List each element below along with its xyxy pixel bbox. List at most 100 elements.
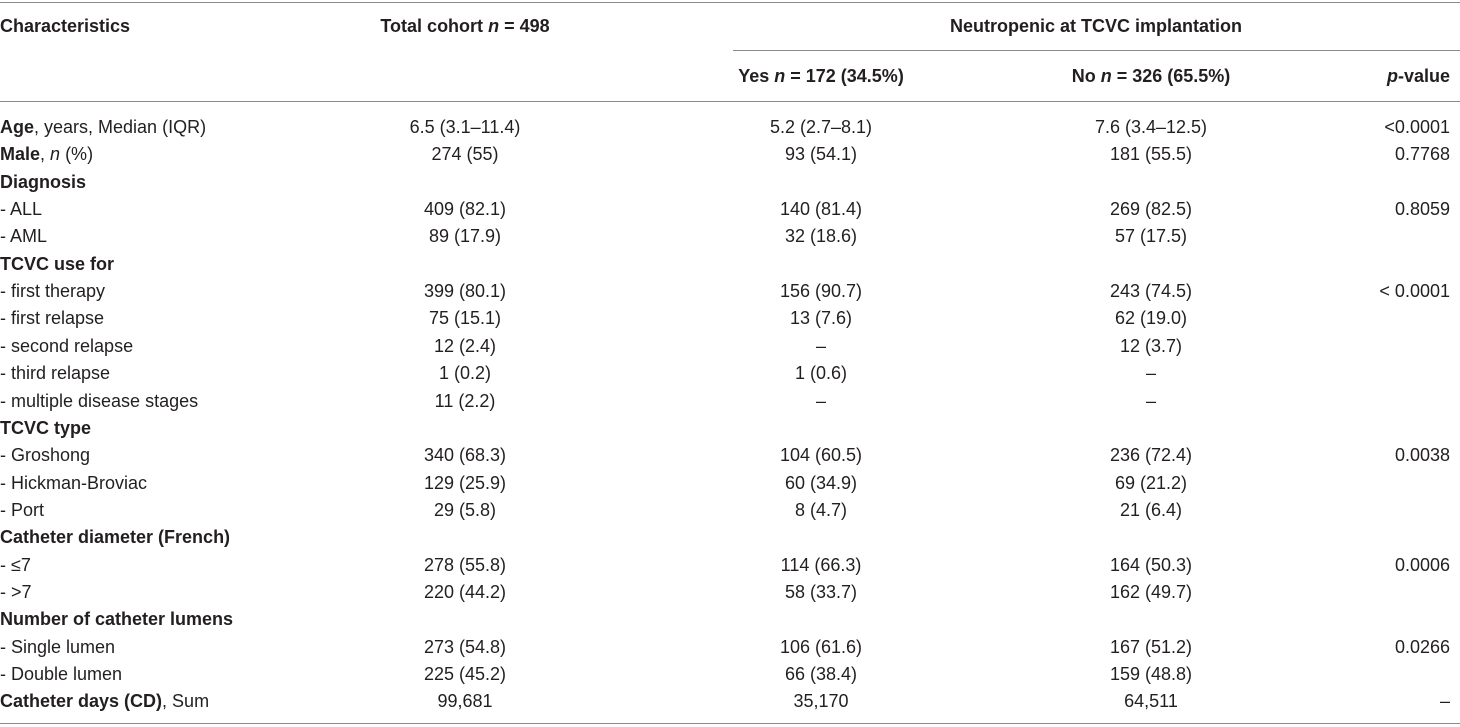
row-label: - Port bbox=[0, 499, 44, 521]
cell-yes-value: 140 (81.4) bbox=[779, 199, 863, 220]
table-bottom-rule bbox=[0, 723, 1460, 724]
header-group-text: Neutropenic at TCVC implantation bbox=[949, 16, 1243, 36]
row-label-text: - AML bbox=[0, 226, 48, 247]
row-label-text: - ≤7 bbox=[0, 554, 31, 575]
header-yes-suffix: = 172 (34.5%) bbox=[785, 66, 904, 86]
cell-p-value: <0.0001 bbox=[1384, 117, 1450, 137]
row-label: TCVC type bbox=[0, 417, 91, 439]
row-label-text: - Port bbox=[0, 499, 45, 520]
row-label-text: - second relapse bbox=[0, 335, 134, 356]
header-no-n: n bbox=[1100, 66, 1112, 86]
cell-yes-value: – bbox=[816, 335, 827, 356]
cell-total-value: 274 (55) bbox=[431, 144, 499, 165]
header-characteristics-text: Characteristics bbox=[0, 16, 131, 36]
cell-no-value: – bbox=[1146, 390, 1157, 411]
cell-no-value: 64,511 bbox=[1124, 691, 1178, 712]
cell-total-value: 11 (2.2) bbox=[434, 390, 496, 411]
header-bottom-rule bbox=[0, 101, 1460, 102]
cell-yes-value: 104 (60.5) bbox=[779, 445, 863, 466]
cell-total-value: 278 (55.8) bbox=[423, 554, 507, 575]
header-p-suffix: -value bbox=[1397, 66, 1450, 86]
row-label: - Double lumen bbox=[0, 663, 122, 685]
row-label-text: - Hickman-Broviac bbox=[0, 472, 148, 493]
row-label-text: , bbox=[40, 144, 51, 165]
row-label-text: - first therapy bbox=[0, 281, 106, 302]
cell-total-value: 273 (54.8) bbox=[423, 636, 507, 657]
row-label: - first relapse bbox=[0, 307, 104, 329]
row-label: - ≤7 bbox=[0, 554, 31, 576]
row-label: - >7 bbox=[0, 581, 32, 603]
row-label-italic: n bbox=[50, 144, 61, 165]
cell-no-value: 69 (21.2) bbox=[1114, 472, 1188, 493]
header-no-prefix: No bbox=[1071, 66, 1101, 86]
cell-no-value: 269 (82.5) bbox=[1109, 199, 1193, 220]
row-label-text: - Double lumen bbox=[0, 664, 123, 684]
row-label: Catheter days (CD), Sum bbox=[0, 690, 209, 712]
header-total-n: n bbox=[488, 16, 500, 36]
header-no-suffix: = 326 (65.5%) bbox=[1111, 66, 1231, 86]
row-label-text: - first relapse bbox=[0, 308, 105, 329]
cell-yes-value: 66 (38.4) bbox=[784, 664, 858, 684]
cell-total-value: 129 (25.9) bbox=[423, 472, 507, 493]
row-label-text: - >7 bbox=[0, 581, 32, 602]
cell-no-value: 243 (74.5) bbox=[1109, 281, 1193, 302]
cell-no-value: 21 (6.4) bbox=[1119, 499, 1183, 520]
cell-yes-value: 106 (61.6) bbox=[779, 636, 863, 657]
row-label: Diagnosis bbox=[0, 171, 86, 193]
cell-no-value: – bbox=[1146, 363, 1157, 384]
row-label-text: - third relapse bbox=[0, 363, 111, 384]
row-label: - Single lumen bbox=[0, 636, 115, 658]
cell-p-value: 0.0266 bbox=[1394, 636, 1450, 657]
row-label-text: - multiple disease stages bbox=[0, 390, 199, 411]
cell-total-value: 409 (82.1) bbox=[423, 199, 507, 220]
cell-yes-value: 93 (54.1) bbox=[784, 144, 858, 165]
row-label-bold: Age bbox=[0, 117, 35, 137]
cell-total-value: 6.5 (3.1–11.4) bbox=[409, 117, 521, 137]
cell-no-value: 12 (3.7) bbox=[1119, 335, 1183, 356]
cell-total-value: 29 (5.8) bbox=[433, 499, 497, 520]
cell-total-value: 99,681 bbox=[437, 691, 493, 712]
cell-yes-value: 58 (33.7) bbox=[784, 581, 858, 602]
header-yes-prefix: Yes bbox=[738, 66, 775, 86]
row-label: - first therapy bbox=[0, 280, 105, 302]
header-p-value: p-value bbox=[1387, 65, 1450, 87]
row-label: TCVC use for bbox=[0, 253, 114, 275]
cell-no-value: 236 (72.4) bbox=[1109, 445, 1193, 466]
cell-total-value: 340 (68.3) bbox=[423, 445, 507, 466]
header-p-italic: p bbox=[1386, 66, 1398, 86]
row-label-bold: Catheter diameter (French) bbox=[0, 527, 231, 548]
cell-total-value: 12 (2.4) bbox=[433, 335, 497, 356]
cell-no-value: 164 (50.3) bbox=[1109, 554, 1193, 575]
cell-yes-value: 114 (66.3) bbox=[780, 554, 862, 575]
row-label-bold: Male bbox=[0, 144, 41, 165]
cell-no-value: 162 (49.7) bbox=[1109, 581, 1193, 602]
cell-p: 0.7768 bbox=[1395, 143, 1450, 165]
row-label-bold: TCVC type bbox=[0, 417, 92, 438]
row-label-after: (%) bbox=[60, 144, 94, 165]
row-label: Catheter diameter (French) bbox=[0, 526, 230, 548]
cell-p-value: – bbox=[1439, 691, 1450, 712]
cell-no-value: 7.6 (3.4–12.5) bbox=[1094, 117, 1208, 137]
row-label-bold: Catheter days (CD) bbox=[0, 691, 163, 712]
table-top-rule bbox=[0, 2, 1460, 3]
cell-total-value: 89 (17.9) bbox=[428, 226, 502, 247]
cell-p-value: 0.8059 bbox=[1394, 199, 1450, 220]
cell-no-value: 167 (51.2) bbox=[1109, 636, 1193, 657]
cell-total-value: 75 (15.1) bbox=[428, 308, 502, 329]
row-label: Number of catheter lumens bbox=[0, 608, 233, 630]
header-total-prefix: Total cohort bbox=[380, 16, 489, 36]
cell-yes-value: 1 (0.6) bbox=[794, 363, 848, 384]
row-label-bold: Diagnosis bbox=[0, 171, 87, 192]
cell-yes-value: 156 (90.7) bbox=[779, 281, 863, 302]
row-label: - AML bbox=[0, 225, 47, 247]
cell-total-value: 225 (45.2) bbox=[423, 664, 507, 684]
header-total-suffix: = 498 bbox=[499, 16, 550, 36]
header-characteristics: Characteristics bbox=[0, 15, 130, 37]
row-label-text: , Sum bbox=[162, 691, 210, 712]
row-label: - Groshong bbox=[0, 444, 90, 466]
cell-yes-value: 60 (34.9) bbox=[784, 472, 858, 493]
row-label: - Hickman-Broviac bbox=[0, 472, 147, 494]
cell-no-value: 62 (19.0) bbox=[1114, 308, 1188, 329]
cell-p-value: 0.0006 bbox=[1394, 554, 1450, 575]
cell-yes-value: 32 (18.6) bbox=[784, 226, 858, 247]
